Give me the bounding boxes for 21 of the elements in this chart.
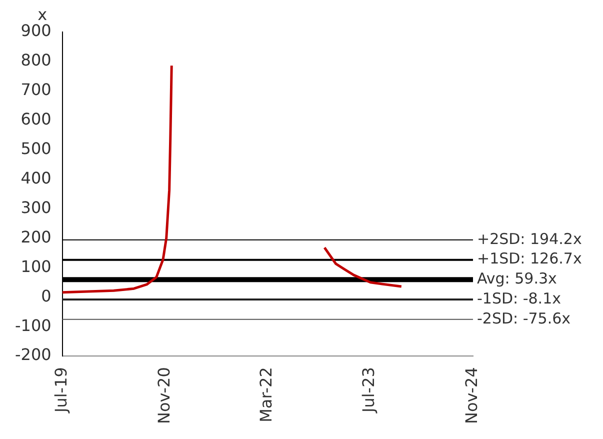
x-tick-label: Jul-19 [51, 367, 70, 414]
y-tick-label: 0 [41, 286, 52, 306]
x-tick-label: Jul-23 [359, 367, 378, 414]
ref-line-label: +1SD: 126.7x [477, 250, 582, 268]
y-tick-label: 700 [20, 80, 52, 100]
y-tick-label: 600 [20, 110, 52, 129]
x-tick-label: Mar-22 [256, 367, 276, 422]
ref-line-label: +2SD: 194.2x [477, 230, 582, 248]
ref-line-label: -1SD: -8.1x [477, 289, 562, 308]
y-tick-label: 300 [20, 198, 52, 217]
y-tick-label: -100 [15, 316, 52, 335]
x-tick-label: Nov-20 [154, 367, 174, 424]
ref-line-label: -2SD: -75.6x [477, 309, 571, 328]
y-tick-label: 200 [20, 227, 52, 246]
y-tick-label: 400 [20, 168, 52, 188]
x-tick-label: Nov-24 [462, 367, 482, 424]
y-tick-label: 500 [20, 139, 52, 158]
y-tick-label: 800 [20, 50, 52, 70]
y-tick-label: -200 [15, 345, 52, 364]
y-tick-label: 100 [20, 256, 52, 276]
ref-line-label: Avg: 59.3x [477, 270, 557, 288]
